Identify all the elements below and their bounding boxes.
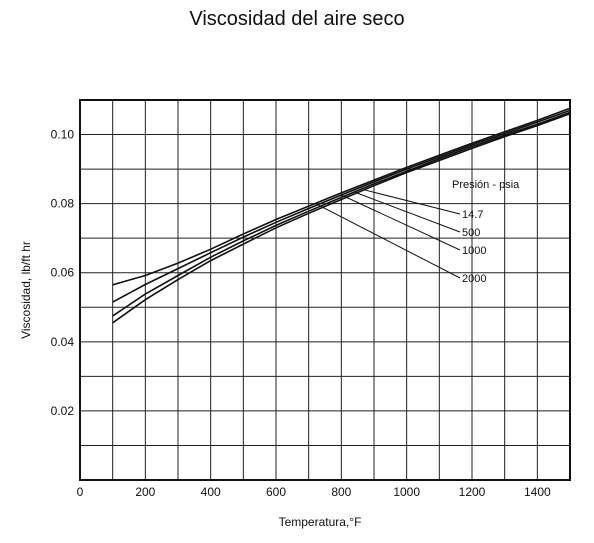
y-axis-label: Viscosidad, lb/ft hr [19,241,33,339]
series-line-500 [112,111,571,317]
legend-leader-1000 [341,194,461,251]
series-line-2000 [112,107,571,286]
x-tick-label: 1200 [459,485,486,499]
grid-layer [80,100,570,480]
series-line-14.7 [112,113,571,324]
legend-label-500: 500 [462,227,480,239]
legend-leader-500 [354,191,461,233]
y-tick-label: 0.06 [51,266,75,280]
series-layer [112,107,571,324]
chart-title: Viscosidad del aire seco [189,8,405,30]
y-tick-label: 0.02 [51,404,75,418]
legend-label-14.7: 14.7 [462,209,483,221]
x-tick-label: 1400 [524,485,551,499]
y-tick-label: 0.08 [51,197,75,211]
y-tick-label: 0.04 [51,335,75,349]
legend-leader-14.7 [364,189,461,215]
x-tick-label: 400 [201,485,221,499]
series-line-1000 [112,109,571,303]
x-axis-label: Temperatura,°F [279,515,362,529]
x-tick-label: 800 [331,485,351,499]
plot-frame [79,99,571,481]
legend-layer: Presión - psia 14.7 500 1000 2000 [314,179,520,285]
legend-label-1000: 1000 [462,245,486,257]
tick-layer: 0 200 400 600 800 1000 1200 1400 0.02 0.04 0.06 0.0… [51,128,551,499]
x-tick-label: 200 [135,485,155,499]
x-tick-label: 600 [266,485,286,499]
y-tick-label: 0.10 [51,128,75,142]
legend-label-2000: 2000 [462,273,486,285]
legend-title: Presión - psia [452,179,520,191]
legend-leader-2000 [314,202,461,279]
x-tick-label: 1000 [393,485,420,499]
x-tick-label: 0 [77,485,84,499]
